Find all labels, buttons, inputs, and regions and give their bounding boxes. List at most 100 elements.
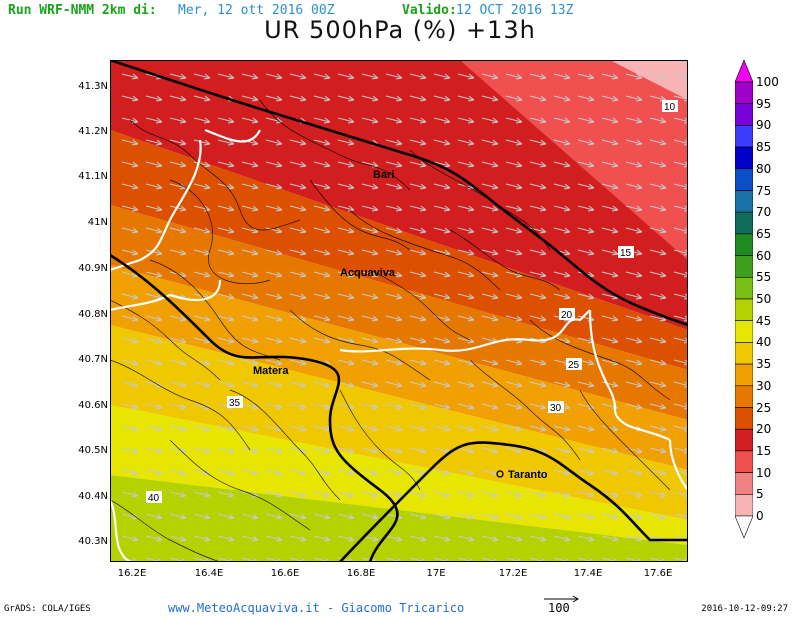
- wind-arrow: [553, 95, 571, 102]
- wind-arrow: [433, 227, 451, 234]
- wind-arrow: [505, 117, 523, 124]
- wind-arrow: [625, 491, 643, 498]
- wind-arrow: [409, 117, 427, 124]
- wind-arrow: [121, 425, 139, 432]
- wind-arrow: [601, 447, 619, 454]
- wind-arrow: [193, 359, 211, 366]
- wind-arrow: [553, 293, 571, 300]
- wind-arrow: [289, 271, 307, 278]
- wind-arrow: [601, 381, 619, 388]
- wind-arrow: [457, 513, 475, 520]
- wind-arrow: [265, 227, 283, 234]
- wind-arrow: [505, 73, 523, 80]
- wind-arrow: [385, 205, 403, 212]
- legend-cell: [735, 342, 753, 365]
- wind-arrow: [241, 469, 259, 476]
- wind-arrow: [241, 205, 259, 212]
- wind-arrow: [145, 227, 163, 234]
- wind-arrow: [481, 293, 499, 300]
- wind-arrow: [433, 337, 451, 344]
- wind-arrow: [265, 139, 283, 146]
- wind-arrow: [577, 249, 595, 256]
- wind-arrow: [337, 117, 355, 124]
- wind-arrow: [481, 271, 499, 278]
- wind-arrow: [313, 447, 331, 454]
- wind-arrow: [601, 513, 619, 520]
- wind-arrow: [553, 469, 571, 476]
- wind-arrow: [433, 271, 451, 278]
- wind-arrow: [145, 447, 163, 454]
- legend-label: 60: [756, 248, 772, 263]
- lat-tick: 41N: [87, 217, 108, 228]
- legend-cell: [735, 493, 753, 517]
- wind-arrow: [529, 73, 547, 80]
- map-title: UR 500hPa (%) +13h: [264, 16, 536, 44]
- wind-arrow: [313, 183, 331, 190]
- city-label-acquaviva: Acquaviva: [340, 267, 396, 279]
- lat-tick: 40.3N: [78, 536, 108, 547]
- legend-label: 10: [756, 465, 772, 480]
- wind-arrow: [481, 447, 499, 454]
- wind-arrow: [193, 117, 211, 124]
- wind-arrow: [289, 95, 307, 102]
- wind-arrow: [505, 293, 523, 300]
- wind-arrow: [529, 469, 547, 476]
- wind-arrow: [481, 425, 499, 432]
- legend-label: 0: [756, 509, 764, 523]
- wind-arrow: [265, 469, 283, 476]
- wind-arrow: [457, 491, 475, 498]
- lat-tick: 40.4N: [78, 491, 108, 502]
- wind-arrow: [481, 381, 499, 388]
- wind-arrow: [625, 95, 643, 102]
- wind-arrow: [169, 535, 187, 542]
- wind-arrow: [529, 535, 547, 542]
- wind-arrow: [361, 513, 379, 520]
- wind-arrow: [265, 249, 283, 256]
- legend-cell: [735, 385, 753, 408]
- lat-tick: 40.9N: [78, 263, 108, 274]
- wind-arrow: [217, 315, 235, 322]
- wind-arrow: [481, 513, 499, 520]
- wind-arrow: [409, 381, 427, 388]
- wind-arrow: [409, 337, 427, 344]
- wind-arrow: [193, 161, 211, 168]
- wind-arrow: [289, 315, 307, 322]
- wind-arrow: [433, 381, 451, 388]
- wind-arrow: [169, 403, 187, 410]
- wind-arrow: [337, 469, 355, 476]
- wind-arrow: [409, 95, 427, 102]
- wind-arrow: [313, 161, 331, 168]
- wind-arrow: [649, 117, 667, 124]
- wind-arrow: [409, 73, 427, 80]
- wind-arrow: [241, 95, 259, 102]
- wind-arrow: [169, 513, 187, 520]
- wind-arrow: [457, 315, 475, 322]
- wind-arrow: [409, 183, 427, 190]
- wind-arrow: [505, 469, 523, 476]
- wind-arrow: [121, 469, 139, 476]
- wind-arrow: [385, 491, 403, 498]
- wind-arrow: [289, 381, 307, 388]
- vector-scale-arrow: [544, 595, 579, 603]
- wind-arrow: [385, 161, 403, 168]
- wind-arrow: [625, 359, 643, 366]
- wind-arrow: [577, 491, 595, 498]
- legend-label: 95: [756, 96, 772, 111]
- wind-arrow: [265, 271, 283, 278]
- wind-arrow: [409, 249, 427, 256]
- wind-arrow: [601, 315, 619, 322]
- wind-arrow: [577, 513, 595, 520]
- wind-arrow: [553, 139, 571, 146]
- wind-arrow: [553, 513, 571, 520]
- wind-arrow: [217, 447, 235, 454]
- contour-label-10: 10: [662, 100, 678, 113]
- wind-arrow: [529, 381, 547, 388]
- wind-arrow: [553, 161, 571, 168]
- wind-arrow: [217, 161, 235, 168]
- wind-arrow: [529, 359, 547, 366]
- wind-arrow: [193, 271, 211, 278]
- wind-arrow: [409, 139, 427, 146]
- wind-arrow: [169, 117, 187, 124]
- wind-arrow: [625, 139, 643, 146]
- wind-arrow: [529, 403, 547, 410]
